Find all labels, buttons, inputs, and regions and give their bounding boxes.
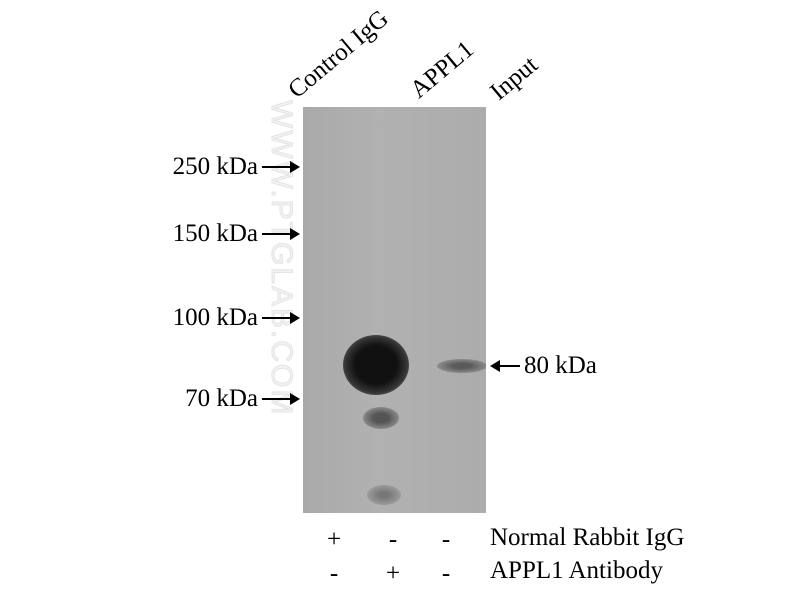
arrow-right-icon [262,161,300,173]
target-marker: 80 kDa [490,352,597,380]
watermark: WWW.PTGLAB.COM [265,100,299,417]
marker-70-label: 70 kDa [185,385,258,412]
arrow-right-icon [262,312,300,324]
sign: + [326,526,342,553]
marker-150-label: 150 kDa [172,220,258,247]
band-appl1-80kda [343,335,409,395]
band-appl1-lower [363,407,399,429]
sign: - [441,526,451,553]
lane-label-appl1: APPL1 [405,35,480,104]
sign: - [388,526,398,553]
lane-label-input: Input [485,51,544,106]
sign: + [385,560,401,587]
row-label-normal-rabbit-igg: Normal Rabbit IgG [490,524,685,551]
sign: - [441,560,451,587]
arrow-left-icon [490,360,520,372]
band-appl1-lowest [367,485,401,505]
western-blot [303,107,486,513]
row-label-appl1-antibody: APPL1 Antibody [490,557,663,584]
marker-250-label: 250 kDa [172,153,258,180]
arrow-right-icon [262,228,300,240]
band-input-80kda [437,359,486,373]
target-label: 80 kDa [524,352,597,379]
lane-label-control-igg: Control IgG [283,4,394,104]
marker-100-label: 100 kDa [172,304,258,331]
arrow-right-icon [262,393,300,405]
sign: - [329,560,339,587]
